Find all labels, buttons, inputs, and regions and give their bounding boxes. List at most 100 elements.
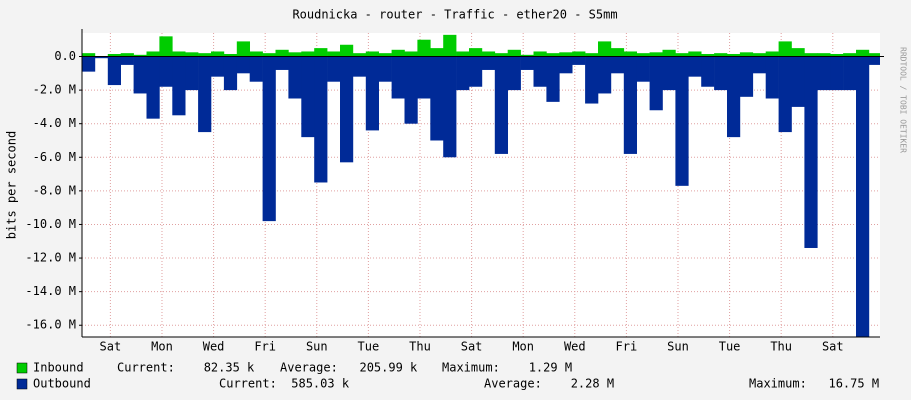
- x-tick-label: Wed: [564, 340, 586, 354]
- bar: [739, 52, 754, 57]
- bar: [314, 48, 328, 57]
- bar: [623, 56, 638, 154]
- bar: [791, 56, 805, 107]
- bar: [469, 56, 483, 87]
- bar: [868, 56, 880, 65]
- bar: [159, 36, 173, 57]
- bar: [211, 51, 225, 57]
- legend-swatch: [16, 362, 28, 374]
- bar: [752, 53, 767, 57]
- bar: [830, 53, 844, 57]
- bar: [378, 53, 392, 57]
- bar: [598, 56, 612, 94]
- bar: [688, 56, 702, 77]
- x-tick-label: Sat: [461, 340, 483, 354]
- bar: [133, 54, 147, 57]
- bar: [598, 41, 612, 57]
- bar: [675, 56, 689, 186]
- bar: [223, 56, 238, 91]
- bar: [830, 56, 844, 91]
- bar: [675, 53, 689, 57]
- bar: [314, 56, 328, 183]
- bar: [727, 56, 741, 138]
- bar: [662, 49, 676, 57]
- bar: [649, 52, 663, 57]
- bar: [727, 53, 741, 57]
- bar: [262, 53, 276, 57]
- bar: [520, 56, 534, 70]
- x-tick-label: Thu: [409, 340, 431, 354]
- bar: [585, 53, 599, 57]
- bar: [843, 53, 857, 57]
- bar: [262, 56, 276, 222]
- bar: [481, 56, 496, 70]
- chart-title: Roudnicka - router - Traffic - ether20 -…: [292, 8, 617, 22]
- bar: [817, 56, 831, 91]
- bar: [610, 56, 625, 74]
- bar: [714, 53, 728, 57]
- y-tick-label: -6.0 M: [33, 150, 76, 164]
- x-tick-label: Thu: [770, 340, 792, 354]
- bar: [791, 48, 805, 57]
- bar: [198, 53, 212, 57]
- bar: [159, 56, 173, 87]
- bar: [572, 51, 586, 57]
- x-tick-label: Tue: [358, 340, 380, 354]
- y-tick-label: 0.0: [54, 49, 76, 63]
- y-tick-label: -14.0 M: [25, 284, 76, 298]
- bar: [352, 53, 367, 57]
- bar: [107, 53, 122, 57]
- bar: [688, 51, 702, 57]
- bar: [804, 53, 818, 57]
- bar: [391, 49, 405, 57]
- bar: [804, 56, 818, 248]
- y-tick-label: -10.0 M: [25, 217, 76, 231]
- legend-stat: Current: 82.35 k: [117, 361, 255, 375]
- bar: [275, 49, 289, 57]
- bar: [185, 52, 199, 57]
- y-tick-label: -12.0 M: [25, 251, 76, 265]
- bar: [481, 51, 496, 57]
- bar: [856, 56, 870, 337]
- bar: [236, 56, 251, 74]
- y-tick-label: -2.0 M: [33, 83, 76, 97]
- bar: [559, 56, 573, 74]
- bar: [494, 53, 509, 57]
- bar: [236, 41, 251, 57]
- legend-stat: Current: 585.03 k: [219, 377, 350, 391]
- bar: [82, 56, 96, 72]
- bar: [456, 56, 470, 91]
- bar: [340, 44, 354, 57]
- bar: [456, 51, 470, 57]
- bar: [469, 48, 483, 57]
- bar: [443, 34, 457, 57]
- bar: [533, 51, 547, 57]
- bar: [365, 56, 380, 131]
- legend-stat: Maximum: 1.29 M: [442, 361, 572, 375]
- y-tick-label: -4.0 M: [33, 116, 76, 130]
- bar: [585, 56, 599, 104]
- bar: [868, 53, 880, 57]
- bar: [662, 56, 676, 91]
- x-tick-label: Fri: [254, 340, 276, 354]
- bar: [572, 56, 586, 65]
- bar: [288, 52, 302, 57]
- bar: [778, 41, 792, 57]
- x-tick-label: Tue: [719, 340, 741, 354]
- bar: [765, 51, 779, 57]
- bar: [533, 56, 547, 87]
- bar: [223, 53, 238, 57]
- bar: [211, 56, 225, 77]
- bar: [430, 48, 444, 57]
- x-tick-label: Fri: [616, 340, 638, 354]
- y-axis-label: bits per second: [5, 131, 19, 239]
- bar: [507, 56, 521, 91]
- bar: [146, 56, 160, 119]
- bar: [198, 56, 212, 133]
- bar: [172, 51, 186, 57]
- bar: [378, 56, 392, 82]
- bar: [417, 39, 431, 57]
- bar: [417, 56, 431, 99]
